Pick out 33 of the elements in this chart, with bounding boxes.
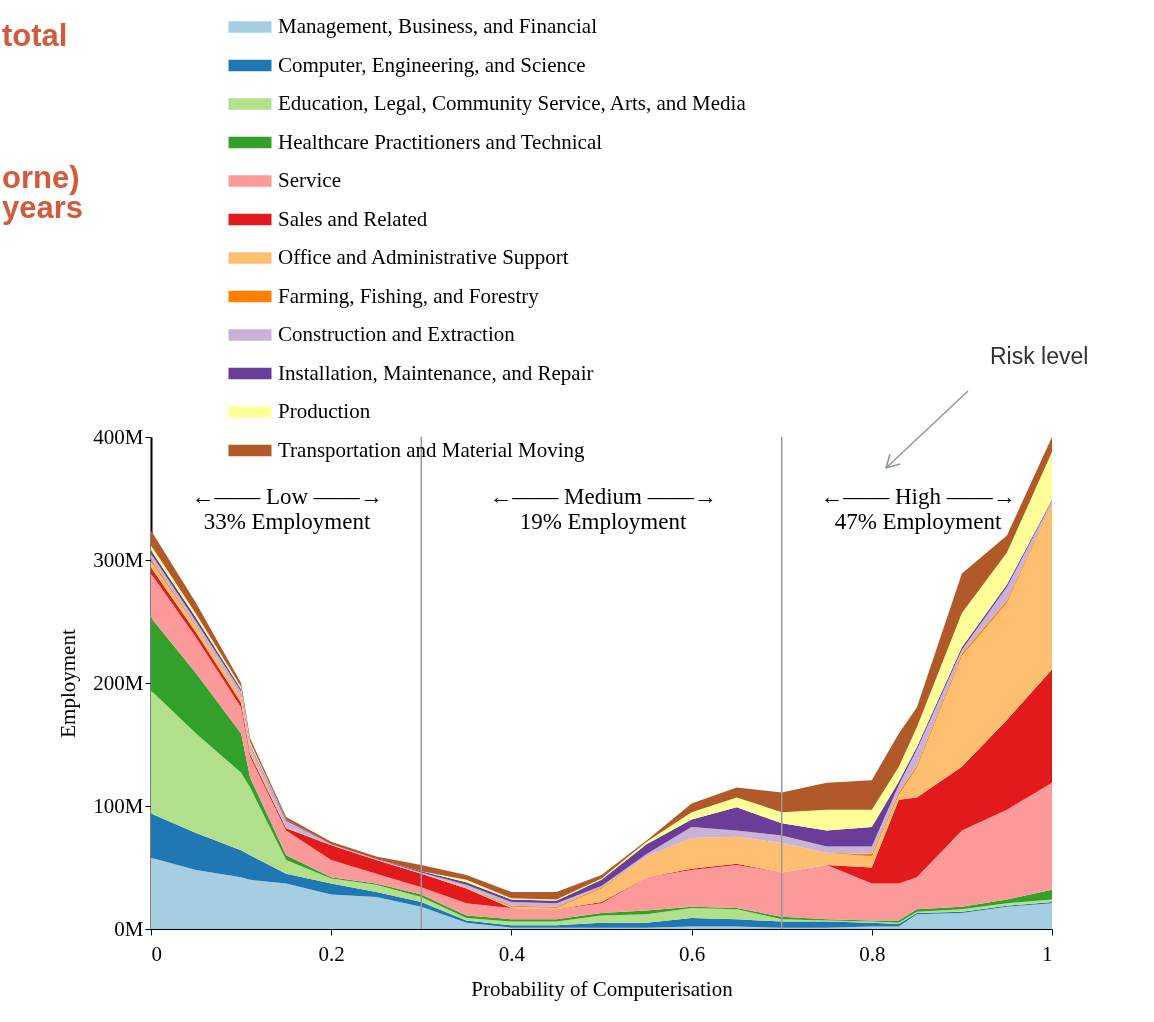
- annotation: 47% Employment: [834, 508, 1002, 534]
- legend-label: Transportation and Material Moving: [278, 437, 586, 462]
- x-tick-label: 0.8: [859, 941, 886, 966]
- legend-label: Education, Legal, Community Service, Arts, and Media: [278, 91, 747, 115]
- y-tick-label: 300M: [93, 547, 144, 572]
- x-tick-label: 1: [1042, 941, 1053, 966]
- annotation: 19% Employment: [519, 508, 687, 534]
- legend-label: Office and Administrative Support: [278, 245, 569, 269]
- legend-label: Installation, Maintenance, and Repair: [278, 360, 594, 385]
- annotation: ←—— Medium ——→: [489, 483, 717, 509]
- x-tick-label: 0: [151, 941, 162, 966]
- x-axis-title: Probability of Computerisation: [471, 976, 734, 1001]
- y-tick-label: 400M: [93, 424, 144, 449]
- x-tick-label: 0.2: [318, 941, 345, 966]
- legend-label: Service: [278, 168, 341, 192]
- y-axis-title: Employment: [56, 629, 81, 738]
- text: Risk level: [990, 343, 1089, 370]
- legend-label: Computer, Engineering, and Science: [278, 52, 586, 77]
- legend-label: Sales and Related: [278, 206, 428, 231]
- annotation: ←—— Low ——→: [191, 483, 383, 509]
- y-tick-label: 100M: [93, 793, 144, 818]
- legend-label: Production: [278, 399, 371, 423]
- legend-label: Farming, Fishing, and Forestry: [278, 283, 540, 308]
- text: total: [2, 18, 68, 54]
- x-tick-label: 0.4: [498, 941, 526, 966]
- legend-label: Construction and Extraction: [278, 322, 516, 346]
- x-tick-label: 0.6: [678, 941, 706, 966]
- annotation: ←—— High ——→: [820, 483, 1016, 509]
- y-tick-label: 0M: [114, 916, 144, 941]
- y-tick-label: 200M: [93, 670, 144, 695]
- legend-label: Healthcare Practitioners and Technical: [278, 129, 603, 154]
- annotation: 33% Employment: [203, 508, 371, 534]
- legend-label: Management, Business, and Financial: [278, 14, 598, 38]
